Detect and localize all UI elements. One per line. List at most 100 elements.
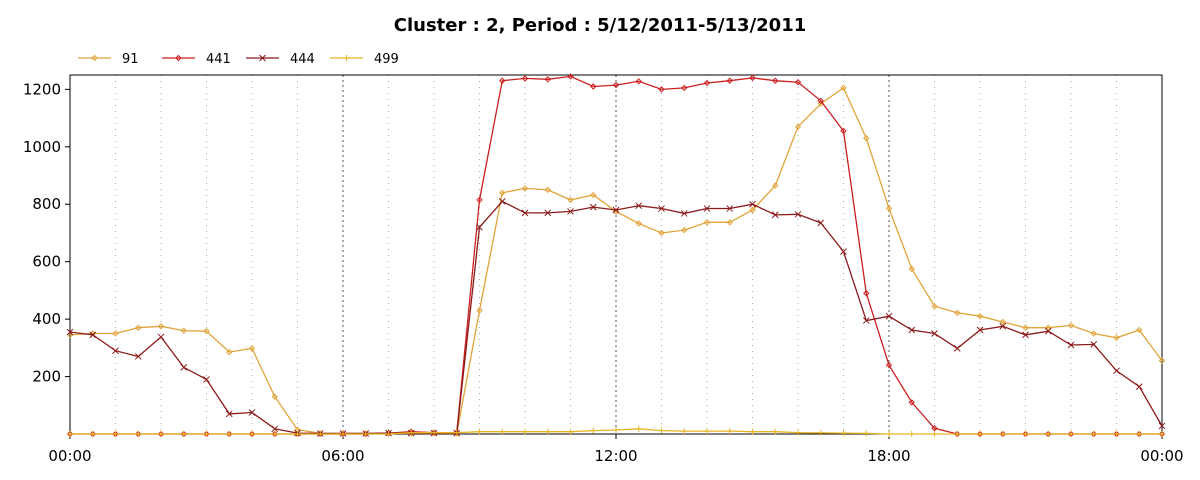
data-point-499 (476, 428, 483, 435)
data-point-441 (931, 425, 938, 432)
data-point-441 (840, 127, 847, 135)
series-91 (66, 84, 1166, 437)
data-point-441 (772, 77, 779, 84)
data-point-441 (885, 361, 893, 369)
data-point-499 (1136, 431, 1143, 437)
data-point-499 (499, 428, 506, 435)
data-point-441 (635, 78, 642, 85)
data-point-444 (1113, 367, 1120, 375)
data-point-499 (567, 428, 574, 435)
data-point-499 (704, 428, 710, 435)
series-layer (66, 73, 1166, 438)
x-tick-label: 06:00 (321, 447, 364, 465)
data-point-444 (1090, 341, 1098, 348)
data-point-91 (248, 345, 256, 352)
x-axis: 00:00 06:00 12:00 18:00 00:00 (48, 434, 1184, 465)
data-point-444 (271, 425, 279, 433)
data-point-499 (408, 429, 415, 436)
data-point-444 (953, 345, 961, 352)
data-point-441 (703, 79, 711, 87)
data-point-444 (1135, 383, 1143, 390)
data-point-499 (362, 431, 369, 437)
data-point-444 (180, 364, 188, 371)
data-point-444 (544, 209, 552, 217)
legend-marker (343, 55, 350, 61)
data-point-499 (135, 431, 142, 437)
data-point-499 (249, 431, 255, 437)
data-point-91 (1045, 324, 1052, 331)
data-point-91 (544, 186, 551, 194)
data-point-444 (248, 409, 256, 416)
data-point-499 (1045, 431, 1052, 437)
data-point-444 (703, 205, 711, 212)
data-point-499 (112, 431, 119, 437)
data-point-444 (225, 410, 233, 418)
data-point-444 (612, 206, 620, 214)
data-point-444 (1067, 341, 1075, 349)
data-point-91 (180, 327, 187, 334)
data-point-499 (544, 428, 551, 435)
data-point-91 (476, 307, 483, 314)
data-point-91 (999, 318, 1006, 326)
data-point-91 (226, 348, 233, 356)
legend-item-444: 444 (246, 52, 315, 67)
data-point-441 (590, 83, 597, 90)
data-point-499 (317, 431, 324, 437)
data-point-444 (680, 210, 688, 217)
legend-item-499: 499 (330, 52, 399, 67)
data-point-444 (157, 333, 165, 341)
data-point-444 (112, 347, 119, 355)
data-point-441 (612, 81, 620, 89)
series-line-91 (69, 86, 1163, 435)
data-point-499 (203, 431, 210, 437)
chart-title: Cluster : 2, Period : 5/12/2011-5/13/201… (394, 15, 807, 36)
data-point-441 (521, 75, 529, 82)
data-point-91 (794, 123, 802, 130)
data-point-441 (499, 77, 506, 84)
data-point-91 (863, 134, 870, 142)
data-point-499 (385, 431, 392, 437)
data-point-499 (840, 430, 847, 437)
data-point-499 (1022, 431, 1029, 437)
data-point-499 (226, 431, 233, 437)
data-point-91 (271, 393, 278, 400)
data-point-499 (635, 425, 642, 432)
data-point-444 (635, 202, 643, 210)
data-point-91 (772, 182, 779, 189)
data-point-499 (908, 431, 915, 437)
data-point-499 (658, 427, 665, 434)
data-point-91 (749, 206, 756, 214)
data-point-441 (476, 196, 483, 204)
data-point-499 (180, 431, 187, 437)
data-point-91 (658, 229, 665, 237)
data-point-91 (499, 189, 506, 196)
data-point-499 (931, 431, 938, 437)
data-point-499 (999, 431, 1006, 437)
data-point-91 (726, 219, 733, 226)
data-point-499 (886, 431, 892, 437)
data-point-444 (908, 326, 916, 334)
data-point-499 (1159, 431, 1165, 437)
y-tick-label: 1200 (23, 80, 61, 98)
data-point-441 (908, 399, 915, 406)
data-point-499 (613, 426, 619, 433)
data-point-91 (612, 208, 620, 215)
data-point-444 (498, 198, 506, 205)
data-point-499 (749, 428, 756, 435)
data-point-441 (726, 77, 733, 84)
data-point-91 (908, 265, 915, 273)
data-point-444 (1044, 327, 1052, 335)
data-point-444 (931, 330, 938, 337)
data-point-499 (1068, 431, 1074, 437)
data-point-444 (66, 328, 74, 336)
data-point-441 (817, 97, 824, 105)
data-point-91 (567, 196, 574, 204)
data-point-499 (67, 431, 73, 437)
data-point-91 (590, 191, 597, 199)
data-point-444 (589, 203, 597, 211)
data-point-91 (931, 302, 938, 310)
data-point-91 (521, 185, 529, 192)
data-point-499 (1090, 431, 1097, 437)
data-point-444 (840, 248, 847, 255)
